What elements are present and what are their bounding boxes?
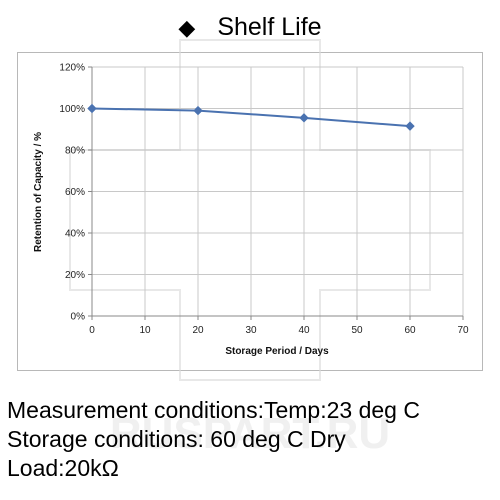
x-tick-label: 60 xyxy=(404,325,416,336)
y-axis-title: Retention of Capacity / % xyxy=(33,132,44,252)
y-tick-label: 60% xyxy=(65,187,85,198)
conditions-text: Measurement conditions:Temp:23 deg C Sto… xyxy=(7,396,497,483)
page-title: Shelf Life xyxy=(217,13,322,41)
x-tick-label: 40 xyxy=(298,325,310,336)
storage-conditions: Storage conditions: 60 deg C Dry xyxy=(7,426,346,452)
measurement-conditions: Measurement conditions:Temp:23 deg C xyxy=(7,397,420,423)
y-tick-label: 0% xyxy=(71,312,86,323)
data-point-marker xyxy=(299,113,309,123)
data-point-marker xyxy=(193,105,203,116)
chart-series xyxy=(87,103,415,131)
chart-grid xyxy=(91,66,464,317)
x-tick-labels: 0 10 20 30 40 50 60 70 xyxy=(89,325,469,336)
series-line xyxy=(91,107,411,128)
y-tick-label: 120% xyxy=(59,63,85,74)
x-tick-label: 70 xyxy=(457,325,469,336)
y-tick-label: 100% xyxy=(59,104,85,115)
watermark-text: RUSPART.RU xyxy=(110,409,390,458)
x-axis-title: Storage Period / Days xyxy=(225,346,329,357)
watermark: RUSPART.RU xyxy=(69,39,431,458)
x-tick-label: 50 xyxy=(351,325,363,336)
data-point-marker xyxy=(405,121,415,131)
y-tick-labels: 0% 20% 40% 60% 80% 100% 120% xyxy=(59,63,85,323)
chart-heading: ◆ Shelf Life xyxy=(0,10,500,44)
y-tick-label: 80% xyxy=(65,146,85,157)
y-tick-label: 40% xyxy=(65,229,85,240)
x-tick-label: 30 xyxy=(245,325,257,336)
chart-frame xyxy=(17,52,483,371)
data-point-marker xyxy=(87,103,97,114)
diamond-bullet-icon: ◆ xyxy=(178,15,196,40)
load-condition: Load:20kΩ xyxy=(7,455,119,481)
x-tick-label: 20 xyxy=(192,325,204,336)
y-tick-label: 20% xyxy=(65,270,85,281)
x-tick-label: 10 xyxy=(139,325,151,336)
x-tick-label: 0 xyxy=(89,325,95,336)
chart-axes xyxy=(88,66,464,320)
